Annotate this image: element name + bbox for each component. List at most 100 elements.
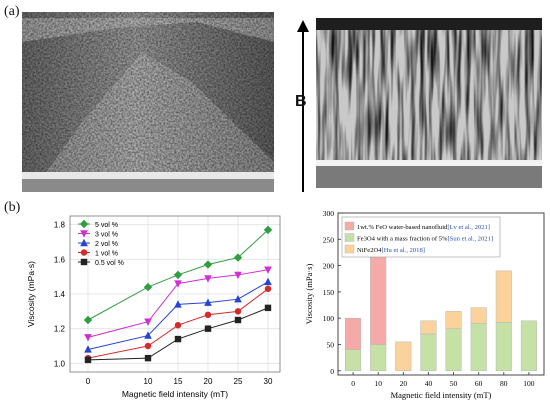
data-point	[203, 260, 213, 269]
y-tick-label: 1.4	[54, 290, 66, 299]
y-tick-label: 200	[323, 262, 335, 271]
legend-label: 5 vol %	[95, 222, 118, 229]
ferrofluid-no-field-photo	[22, 12, 274, 192]
x-tick-label: 40	[425, 379, 433, 388]
legend-swatch	[344, 244, 355, 254]
data-point	[84, 334, 92, 342]
data-point	[144, 318, 152, 326]
bar-segment	[420, 333, 437, 372]
x-tick-label: 0	[86, 377, 91, 386]
panel-label-a: (a)	[4, 4, 20, 19]
y-axis-label: Viscosity (mPa·s)	[26, 261, 36, 327]
legend-label: 3 vol %	[95, 231, 118, 238]
data-point	[144, 331, 152, 339]
y-tick-label: 100	[323, 314, 335, 323]
legend-citation: [Sun et al., 2021]	[447, 236, 493, 243]
x-tick-label: 15	[174, 377, 183, 386]
x-tick-label: 20	[400, 379, 408, 388]
x-tick-label: 10	[374, 379, 382, 388]
legend-marker	[80, 238, 88, 247]
data-point	[264, 266, 272, 274]
series-line	[87, 288, 269, 359]
x-tick-label: 25	[234, 377, 243, 386]
y-tick-label: 1.6	[54, 255, 66, 264]
magnetic-field-arrow-icon	[297, 20, 309, 192]
viscosity-line-chart: 0 10 15 20 25 30 1.0 1.2 1.4 1.6 1.8 5 vol % 3 vol %…	[22, 200, 292, 400]
bar-segment	[395, 341, 412, 372]
series-line	[87, 229, 269, 321]
series-line	[87, 269, 269, 338]
data-point	[174, 322, 182, 329]
legend-label: 0.5 vol %	[95, 260, 124, 267]
x-tick-label: 100	[523, 379, 535, 388]
data-point	[144, 342, 152, 350]
y-tick-label: 0	[330, 367, 334, 376]
bar-segment	[370, 344, 387, 372]
legend-label: 1 vol %	[95, 250, 118, 257]
y-tick-label: 1.0	[54, 359, 66, 368]
series-line	[87, 307, 269, 361]
legend-swatch	[344, 221, 355, 231]
bar-segment	[495, 270, 512, 323]
data-point	[174, 300, 182, 308]
data-point	[234, 308, 242, 315]
legend-marker	[80, 249, 88, 256]
legend-swatch	[344, 233, 355, 242]
y-tick-label: 150	[323, 288, 335, 297]
viscosity-bar-chart: 0 50 100 150 200 250 300 0 10 20 40 50 60 80 100 1wt.% …	[300, 205, 548, 401]
x-tick-label: 20	[204, 377, 213, 386]
x-tick-label: 50	[450, 379, 458, 388]
ferrofluid-chain-structure-photo	[316, 18, 542, 188]
data-point	[234, 271, 242, 280]
data-point	[234, 316, 242, 324]
bar-segment	[520, 320, 537, 372]
bar-segment	[345, 317, 362, 351]
plot-frame	[69, 215, 281, 373]
y-tick-label: 300	[323, 209, 335, 218]
bar-segment	[445, 328, 462, 372]
data-point	[233, 253, 243, 262]
data-point	[143, 282, 153, 292]
data-point	[84, 356, 92, 364]
y-tick-label: 1.2	[54, 325, 66, 334]
x-axis-label: Magnetic field intensity (mT)	[122, 389, 228, 399]
data-point	[264, 277, 272, 286]
legend-citation: [Lv et al., 2021]	[447, 224, 490, 231]
series-line	[87, 281, 269, 350]
data-point	[173, 270, 183, 280]
data-point	[264, 304, 272, 312]
legend-label: 1wt.% FeO water-based nanofluid[Lv et al…	[357, 224, 490, 231]
bar-segment	[445, 311, 462, 329]
data-point	[204, 311, 212, 318]
legend-label: Fe3O4 with a mass fraction of 5%[Sun et …	[357, 236, 493, 243]
bar-segment	[495, 322, 512, 372]
x-tick-label: 60	[475, 379, 483, 388]
x-tick-label: 80	[500, 379, 508, 388]
data-point	[204, 275, 212, 283]
panel-label-b: (b)	[4, 200, 21, 215]
x-tick-label: 0	[351, 379, 355, 388]
bar-segment	[470, 323, 487, 372]
legend-citation: [Hu et al., 2018]	[382, 247, 425, 254]
data-point	[83, 315, 93, 325]
x-axis-label: Magnetic field intensity (mT)	[391, 390, 492, 400]
data-point	[263, 225, 273, 235]
data-point	[174, 280, 182, 288]
data-point	[204, 325, 212, 332]
plot-frame	[337, 212, 545, 376]
data-point	[174, 335, 182, 343]
bar-segment	[470, 307, 487, 324]
y-axis-label: Viscosity (mPa·s)	[304, 264, 314, 325]
y-tick-label: 50	[327, 340, 335, 349]
legend-box	[341, 216, 501, 258]
field-label: B	[295, 93, 307, 110]
legend-marker	[80, 258, 88, 266]
legend-label: 2 vol %	[95, 241, 118, 248]
data-point	[264, 285, 272, 292]
x-tick-label: 10	[144, 377, 153, 386]
bar-segment	[420, 320, 437, 335]
data-point	[234, 295, 242, 303]
data-point	[84, 345, 92, 353]
y-tick-label: 250	[323, 235, 335, 244]
legend-marker	[80, 230, 88, 238]
